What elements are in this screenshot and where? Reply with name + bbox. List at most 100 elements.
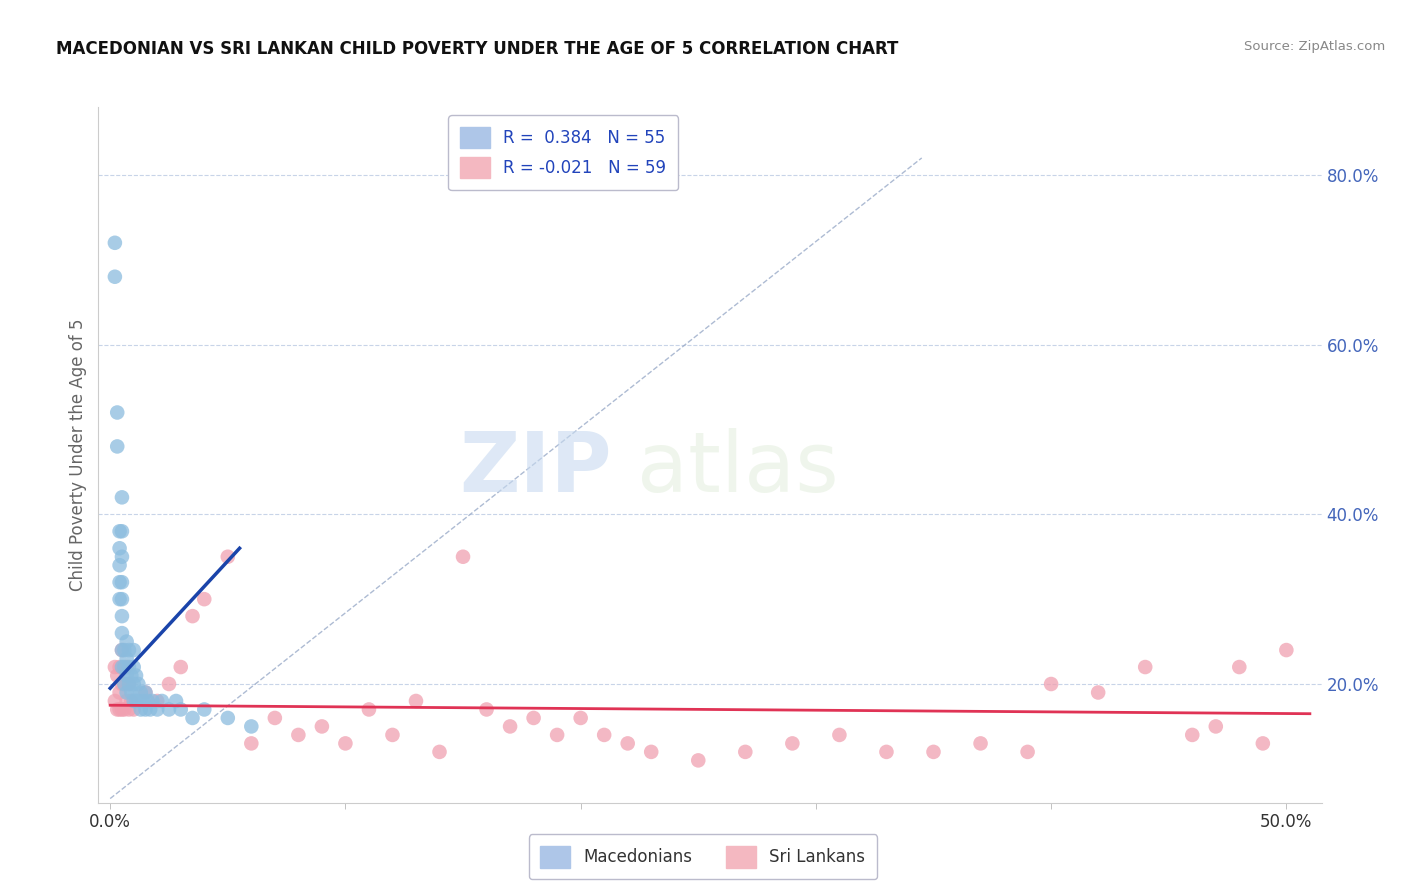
Point [969, 736, 991, 750]
Point [104, 235, 127, 250]
Point [311, 719, 333, 733]
Point [1251, 736, 1274, 750]
Point [1135, 660, 1157, 674]
Point [122, 702, 145, 716]
Point [122, 677, 145, 691]
Point [146, 694, 169, 708]
Point [141, 694, 163, 708]
Point [105, 439, 128, 453]
Point [108, 702, 131, 716]
Point [546, 728, 568, 742]
Point [429, 745, 451, 759]
Point [118, 660, 141, 674]
Point [111, 491, 134, 505]
Point [120, 668, 142, 682]
Point [108, 541, 131, 556]
Point [165, 694, 187, 708]
Point [134, 685, 156, 699]
Point [782, 736, 804, 750]
Point [499, 719, 522, 733]
Point [111, 702, 134, 716]
Point [181, 609, 204, 624]
Point [828, 728, 851, 742]
Point [1181, 728, 1204, 742]
Point [104, 269, 127, 284]
Point [122, 694, 145, 708]
Point [111, 609, 134, 624]
Point [593, 728, 616, 742]
Point [181, 711, 204, 725]
Point [105, 702, 128, 716]
Point [569, 711, 592, 725]
Point [134, 685, 156, 699]
Point [111, 575, 134, 590]
Point [170, 660, 193, 674]
Point [170, 702, 193, 716]
Point [157, 702, 180, 716]
Point [112, 677, 135, 691]
Point [104, 660, 127, 674]
Y-axis label: Child Poverty Under the Age of 5: Child Poverty Under the Age of 5 [69, 318, 87, 591]
Point [523, 711, 546, 725]
Point [451, 549, 474, 564]
Text: ZIP: ZIP [460, 428, 612, 509]
Point [108, 575, 131, 590]
Point [922, 745, 945, 759]
Point [112, 643, 135, 657]
Point [1205, 719, 1227, 733]
Point [122, 660, 145, 674]
Point [108, 524, 131, 539]
Point [120, 694, 142, 708]
Point [111, 549, 134, 564]
Point [129, 702, 152, 716]
Point [240, 736, 263, 750]
Point [132, 694, 155, 708]
Point [475, 702, 498, 716]
Point [111, 660, 134, 674]
Point [105, 405, 128, 419]
Point [111, 524, 134, 539]
Point [115, 660, 138, 674]
Point [108, 660, 131, 674]
Point [1017, 745, 1039, 759]
Point [193, 702, 215, 716]
Point [129, 685, 152, 699]
Point [111, 592, 134, 607]
Point [111, 626, 134, 640]
Point [108, 685, 131, 699]
Point [111, 643, 134, 657]
Point [405, 694, 427, 708]
Point [134, 702, 156, 716]
Point [122, 643, 145, 657]
Point [118, 677, 141, 691]
Point [120, 685, 142, 699]
Point [111, 643, 134, 657]
Legend: R =  0.384   N = 55, R = -0.021   N = 59: R = 0.384 N = 55, R = -0.021 N = 59 [449, 115, 678, 190]
Point [112, 660, 135, 674]
Point [193, 592, 215, 607]
Point [118, 643, 141, 657]
Point [115, 694, 138, 708]
Point [125, 668, 148, 682]
Legend: Macedonians, Sri Lankans: Macedonians, Sri Lankans [529, 834, 877, 880]
Point [688, 753, 710, 767]
Point [357, 702, 380, 716]
Point [640, 745, 662, 759]
Point [108, 592, 131, 607]
Point [139, 702, 162, 716]
Point [335, 736, 357, 750]
Point [125, 694, 148, 708]
Point [105, 668, 128, 682]
Point [136, 694, 159, 708]
Text: Source: ZipAtlas.com: Source: ZipAtlas.com [1244, 40, 1385, 54]
Point [157, 677, 180, 691]
Point [115, 634, 138, 648]
Point [1087, 685, 1109, 699]
Point [118, 677, 141, 691]
Point [118, 702, 141, 716]
Point [1275, 643, 1298, 657]
Point [115, 668, 138, 682]
Point [217, 711, 239, 725]
Point [875, 745, 897, 759]
Point [263, 711, 285, 725]
